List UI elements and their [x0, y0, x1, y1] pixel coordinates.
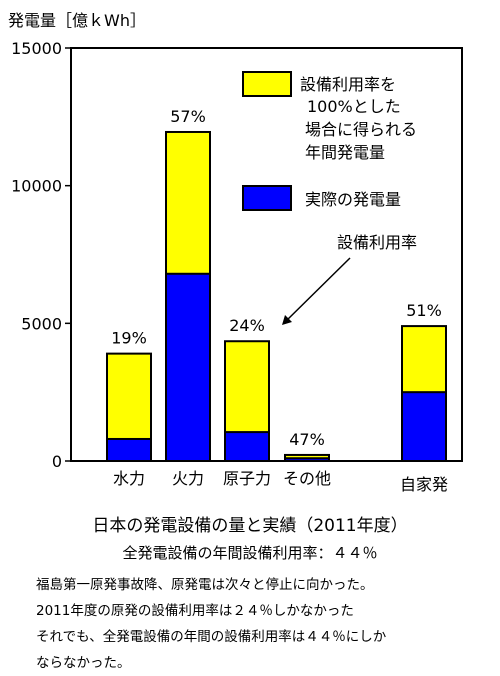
notes-block: 福島第一原発事故降、原発電は次々と停止に向かった。 2011年度の原発の設備利用…	[36, 572, 491, 676]
annotation-arrow-line	[283, 257, 351, 324]
y-tick-label: 15000	[11, 39, 62, 58]
plot-area: 0 5000 10000 15000 19% 水力 57% 火力 24% 原子力 47% その他 51%…	[11, 39, 463, 494]
power-generation-chart: 発電量［億ｋWh］ 0 5000 10000 15000 19% 水力 57% 火力 24% 原子…	[8, 11, 463, 494]
legend-label-actual: 実際の発電量	[305, 190, 401, 209]
x-category-label: 水力	[113, 469, 145, 488]
bar-actual	[224, 431, 270, 462]
legend-capacity-line-3: 場合に得られる	[305, 120, 417, 139]
bar-percent-label: 47%	[289, 430, 325, 449]
x-category-label: 原子力	[223, 469, 271, 488]
bar-actual	[284, 457, 330, 463]
figure-subtitle: 全発電設備の年間設備利用率：４４％	[122, 544, 378, 562]
bar-percent-label: 57%	[170, 107, 206, 126]
x-category-label: 自家発	[400, 475, 448, 494]
y-axis-label: 発電量［億ｋWh］	[8, 11, 146, 30]
legend-capacity-line-1: 設備利用率を	[300, 75, 396, 94]
legend-capacity-line-4: 年間発電量	[305, 143, 385, 162]
y-tick-label: 5000	[21, 314, 62, 333]
figure-title: 日本の発電設備の量と実績（2011年度）	[92, 516, 408, 536]
legend-label-capacity: 設備利用率を 100%とした 場合に得られる 年間発電量	[300, 75, 422, 162]
legend-swatch-capacity	[242, 71, 292, 97]
x-category-label: 火力	[172, 469, 204, 488]
x-category-label: その他	[283, 469, 331, 488]
note-line-1: 福島第一原発事故降、原発電は次々と停止に向かった。	[36, 577, 374, 593]
bar-actual	[401, 391, 447, 462]
y-tick-label: 10000	[11, 177, 62, 196]
note-line-4: ならなかった。	[36, 655, 131, 671]
bar-actual	[106, 437, 152, 462]
bar-percent-label: 19%	[111, 329, 147, 348]
annotation-utilization: 設備利用率	[337, 233, 417, 252]
note-line-3: それでも、全発電設備の年間の設備利用率は４４％にしか	[36, 629, 387, 645]
bar-percent-label: 24%	[229, 316, 265, 335]
legend-swatch-actual	[242, 185, 292, 211]
bar-actual	[165, 272, 211, 463]
bar-percent-label: 51%	[406, 301, 442, 320]
annotation-arrow-head	[282, 315, 292, 325]
legend-capacity-line-2: 100%とした	[307, 97, 401, 116]
note-line-2: 2011年度の原発の設備利用率は２４％しかなかった	[36, 603, 354, 619]
y-tick-label: 0	[52, 452, 62, 471]
